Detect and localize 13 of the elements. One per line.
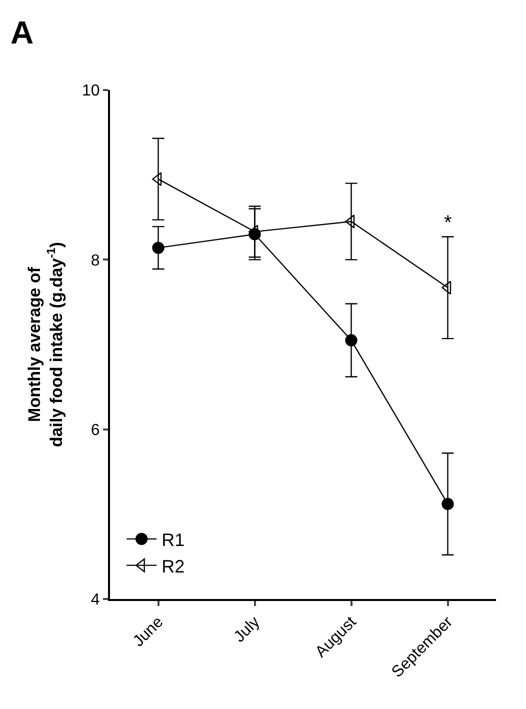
chart-title: A (10, 14, 34, 51)
y-tick-label: 10 (82, 82, 100, 100)
point (442, 498, 454, 510)
x-tick-label: July (231, 614, 264, 646)
y-tick-label: 4 (90, 592, 100, 609)
legend-label: R1 (162, 530, 185, 550)
point (345, 214, 355, 228)
legend-label: R2 (162, 556, 185, 576)
y-tick-label: 6 (90, 422, 100, 439)
y-tick-label: 8 (90, 252, 100, 270)
point (345, 334, 358, 346)
annotation: * (444, 212, 452, 234)
point (152, 242, 164, 254)
